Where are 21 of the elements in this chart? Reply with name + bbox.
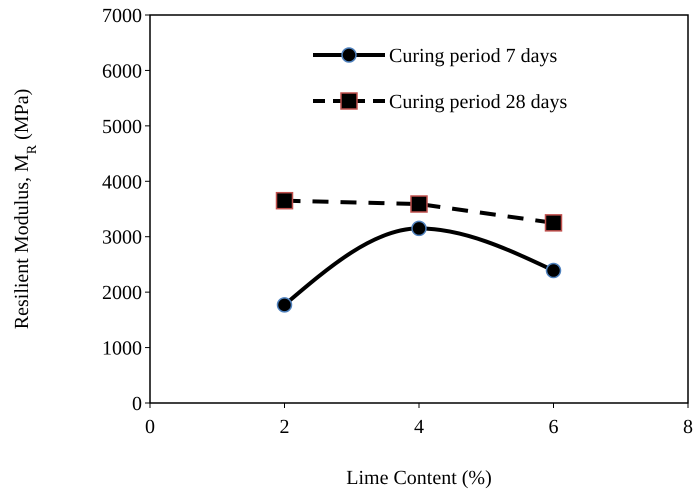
y-tick-label: 3000 [102, 226, 142, 249]
legend-label: Curing period 28 days [389, 91, 568, 113]
y-tick-label: 2000 [102, 282, 142, 304]
y-tick-label: 7000 [102, 5, 142, 27]
y-tick-label: 1000 [102, 338, 142, 360]
y-tick-label: 5000 [102, 116, 142, 138]
point [544, 214, 562, 232]
x-tick-label: 4 [414, 416, 424, 438]
x-axis-title: Lime Content (%) [346, 467, 492, 489]
point [276, 297, 292, 313]
x-tick-label: 2 [280, 416, 290, 438]
y-tick-label: 6000 [102, 60, 142, 82]
legend-label: Curing period 7 days [389, 45, 558, 67]
x-tick-label: 8 [683, 416, 693, 438]
x-tick-label: 6 [548, 416, 558, 438]
point [276, 192, 294, 210]
y-tick-label: 4000 [102, 171, 142, 194]
point [410, 195, 428, 213]
y-tick-label: 0 [132, 393, 142, 415]
point [546, 262, 562, 278]
point [411, 220, 427, 236]
